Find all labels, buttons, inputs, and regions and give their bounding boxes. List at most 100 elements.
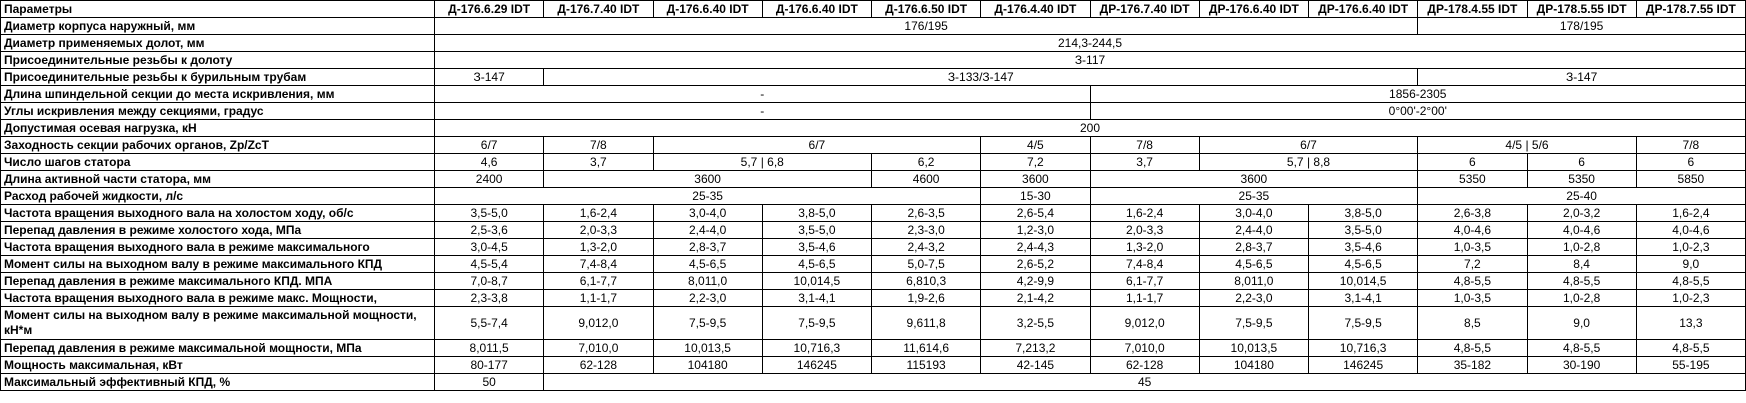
value-cell: 2,5-3,6 — [433, 221, 545, 239]
column-header: Д-176.6.40 IDT — [761, 0, 873, 18]
value-cell: 9,0 — [1635, 255, 1746, 273]
value-cell: 3,5-4,6 — [761, 238, 873, 256]
table-body: Параметры Д-176.6.29 IDT Д-176.7.40 IDT Д-1… — [0, 0, 1746, 391]
value-cell: З-117 — [434, 51, 1746, 69]
value-cell: 1,0-2,3 — [1635, 238, 1746, 256]
value-cell: 4,5-6,5 — [652, 255, 763, 273]
value-cell: 1,6-2,4 — [1089, 204, 1200, 222]
table-row: Перепад давления в режиме максимальной м… — [0, 339, 1746, 357]
value-cell: 1,0-2,8 — [1526, 289, 1637, 307]
value-cell: 7,010,0 — [543, 339, 654, 357]
value-cell: 3,2-5,5 — [980, 306, 1091, 340]
value-cell: 2,8-3,7 — [652, 238, 763, 256]
parameter-label: Момент силы на выходном валу в режиме ма… — [0, 255, 435, 273]
column-header: Д-176.7.40 IDT — [543, 0, 654, 18]
value-cell: 1,2-3,0 — [980, 221, 1091, 239]
column-header: Д-176.6.50 IDT — [870, 0, 982, 18]
value-cell: 1,6-2,4 — [1635, 204, 1746, 222]
value-cell: 3,5-5,0 — [761, 221, 873, 239]
table-row: Расход рабочей жидкости, л/с 25-35 15-30 25… — [0, 187, 1746, 205]
value-cell: 2,4-4,0 — [1198, 221, 1310, 239]
value-cell: 5850 — [1635, 170, 1746, 188]
value-cell: 2,6-5,4 — [980, 204, 1091, 222]
value-cell: 10,014,5 — [1307, 272, 1419, 290]
value-cell: 115193 — [870, 356, 982, 374]
value-cell: 2,0-3,2 — [1526, 204, 1637, 222]
value-cell: 3,8-5,0 — [761, 204, 873, 222]
parameter-label: Частота вращения выходного вала в режиме… — [0, 238, 435, 256]
table-row: Заходность секции рабочих органов, Zp/Zc… — [0, 136, 1746, 154]
value-cell: 4,0-4,6 — [1526, 221, 1637, 239]
value-cell: 2,8-3,7 — [1198, 238, 1310, 256]
table-row: Перепад давления в режиме холостого хода… — [0, 221, 1746, 239]
parameter-header: Параметры — [0, 0, 435, 18]
value-cell: 5,5-7,4 — [433, 306, 545, 340]
value-cell: 35-182 — [1417, 356, 1528, 374]
column-header: ДР-176.7.40 IDT — [1089, 0, 1200, 18]
value-cell: 4,8-5,5 — [1526, 272, 1637, 290]
value-cell: 1,6-2,4 — [543, 204, 654, 222]
parameter-label: Диаметр корпуса наружный, мм — [0, 17, 435, 35]
parameter-label: Присоединительные резьбы к бурильным тру… — [0, 68, 435, 86]
parameter-label: Углы искривления между секциями, градус — [0, 102, 435, 120]
value-cell: 4,5-6,5 — [1198, 255, 1310, 273]
parameter-label: Длина шпиндельной секции до места искрив… — [0, 85, 435, 103]
value-cell: 45 — [543, 373, 1746, 391]
value-cell: 4600 — [870, 170, 982, 188]
table-row: Длина шпиндельной секции до места искрив… — [0, 85, 1746, 103]
value-cell: 5,0-7,5 — [870, 255, 982, 273]
value-cell: 62-128 — [1089, 356, 1200, 374]
value-cell: 1,0-3,5 — [1417, 238, 1528, 256]
header-row: Параметры Д-176.6.29 IDT Д-176.7.40 IDT Д-1… — [0, 0, 1746, 18]
value-cell: 3,1-4,1 — [761, 289, 873, 307]
value-cell: 5,7 | 8,8 — [1198, 153, 1419, 171]
value-cell: 6,810,3 — [870, 272, 982, 290]
value-cell: 10,013,5 — [1198, 339, 1310, 357]
value-cell: 6,1-7,7 — [543, 272, 654, 290]
value-cell: 3,5-5,0 — [1307, 221, 1419, 239]
value-cell: 4,5-5,4 — [433, 255, 545, 273]
value-cell: 3,0-4,5 — [433, 238, 545, 256]
value-cell: 25-35 — [433, 187, 982, 205]
parameter-label: Длина активной части статора, мм — [0, 170, 435, 188]
value-cell: 2,4-3,2 — [870, 238, 982, 256]
value-cell: 1,1-1,7 — [1089, 289, 1200, 307]
value-cell: 7,010,0 — [1089, 339, 1200, 357]
value-cell: 9,0 — [1526, 306, 1637, 340]
value-cell: 10,716,3 — [761, 339, 873, 357]
value-cell: 176/195 — [433, 17, 1419, 35]
parameter-label: Число шагов статора — [0, 153, 435, 171]
value-cell: 2,6-3,5 — [870, 204, 982, 222]
table-row: Перепад давления в режиме максимального … — [0, 272, 1746, 290]
table-row: Частота вращения выходного вала на холос… — [0, 204, 1746, 222]
value-cell: 7/8 — [1635, 136, 1746, 154]
value-cell: 3600 — [980, 170, 1091, 188]
value-cell: 0°00'-2°00' — [1089, 102, 1746, 120]
value-cell: 9,012,0 — [1089, 306, 1200, 340]
table-row: Частота вращения выходного вала в режиме… — [0, 289, 1746, 307]
value-cell: 4,8-5,5 — [1526, 339, 1637, 357]
value-cell: 4,5-6,5 — [761, 255, 873, 273]
value-cell: 3600 — [1089, 170, 1419, 188]
parameter-label: Заходность секции рабочих органов, Zp/Zc… — [0, 136, 435, 154]
value-cell: 2,6-3,8 — [1417, 204, 1528, 222]
value-cell: 80-177 — [433, 356, 545, 374]
value-cell: 4,2-9,9 — [980, 272, 1091, 290]
value-cell: 4/5 — [980, 136, 1091, 154]
value-cell: 146245 — [1307, 356, 1419, 374]
spec-table: Параметры Д-176.6.29 IDT Д-176.7.40 IDT Д-1… — [0, 0, 1746, 391]
value-cell: 1856-2305 — [1089, 85, 1746, 103]
value-cell: 2,2-3,0 — [652, 289, 763, 307]
table-row: Мощность максимальная, кВт 80-177 62-128 10… — [0, 356, 1746, 374]
column-header: Д-176.6.29 IDT — [433, 0, 545, 18]
value-cell: 4,8-5,5 — [1635, 339, 1746, 357]
column-header: Д-176.4.40 IDT — [980, 0, 1091, 18]
value-cell: 11,614,6 — [870, 339, 982, 357]
value-cell: 3,1-4,1 — [1307, 289, 1419, 307]
value-cell: З-133/З-147 — [543, 68, 1419, 86]
parameter-label: Диаметр применяемых долот, мм — [0, 34, 435, 52]
value-cell: 5350 — [1526, 170, 1637, 188]
value-cell: 7/8 — [543, 136, 654, 154]
parameter-label: Перепад давления в режиме холостого хода… — [0, 221, 435, 239]
parameter-label: Перепад давления в режиме максимального … — [0, 272, 435, 290]
